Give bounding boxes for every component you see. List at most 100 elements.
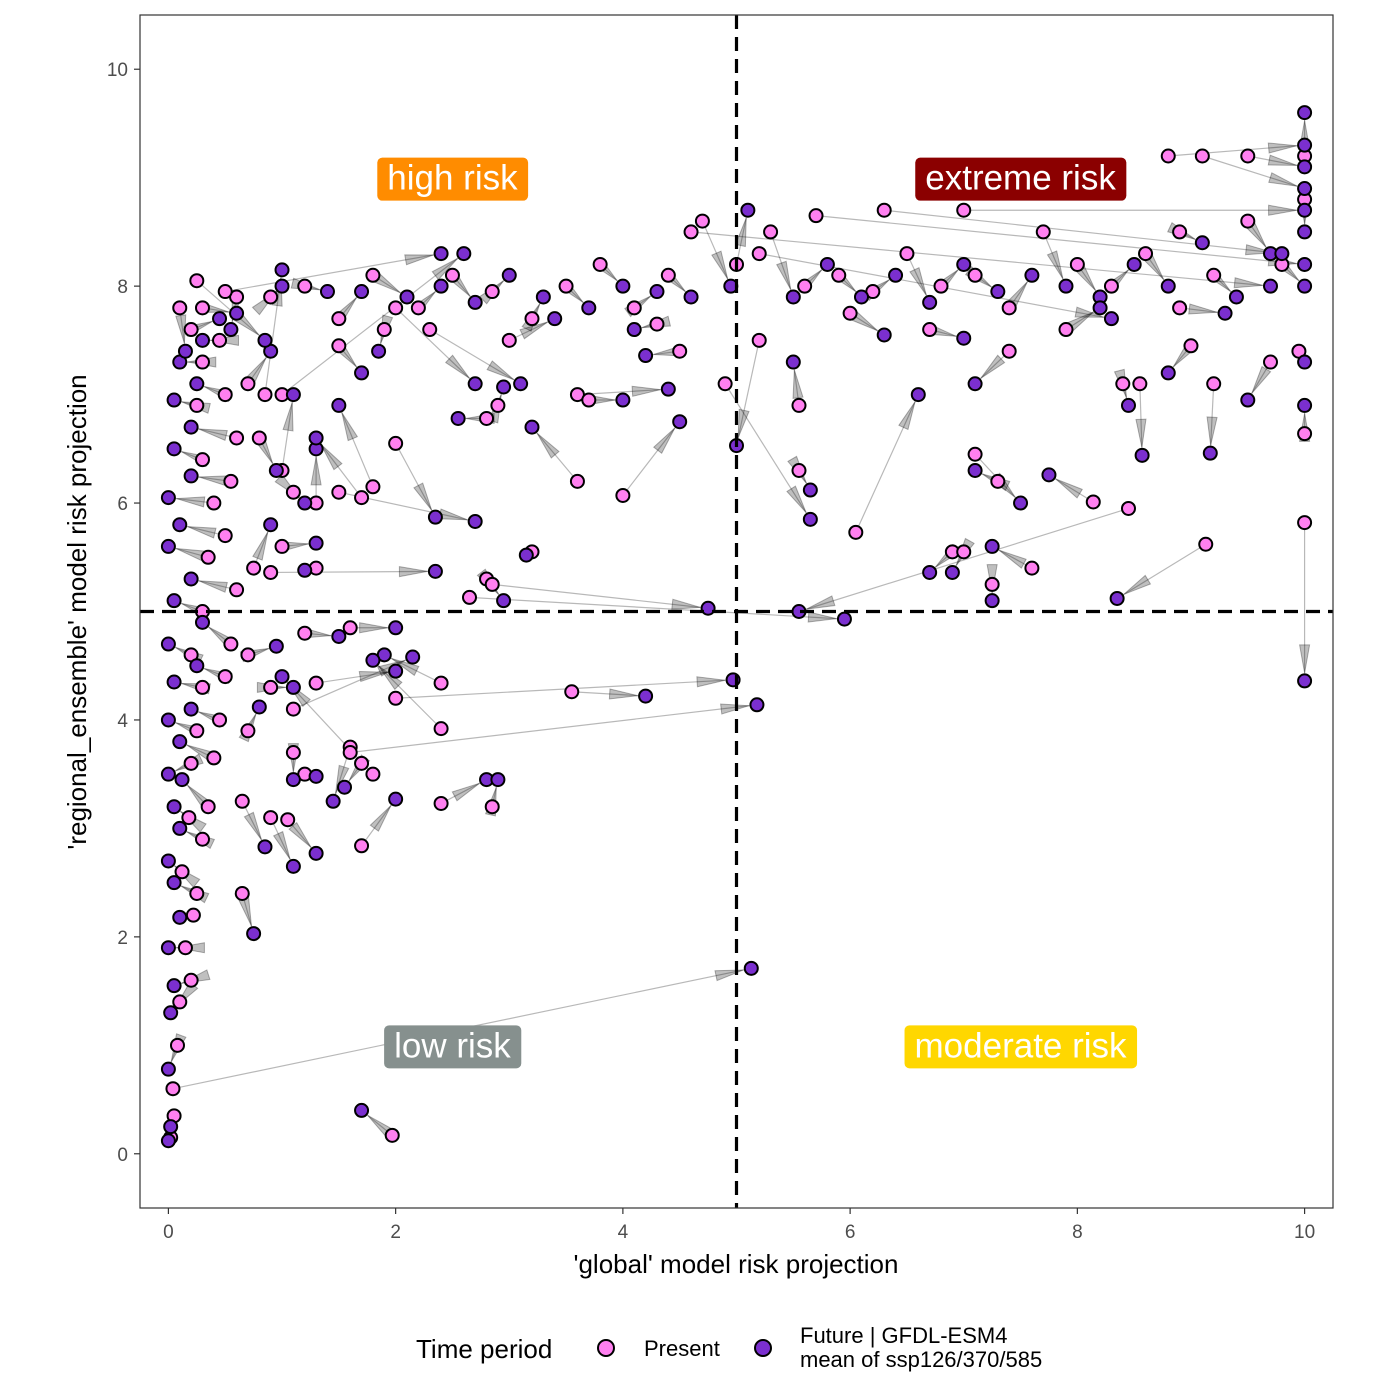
future-point	[388, 791, 404, 807]
quadrant-label-text: extreme risk	[925, 159, 1116, 198]
future-point	[535, 289, 551, 305]
future-point	[700, 600, 716, 616]
change-segment	[855, 394, 919, 533]
future-point	[166, 799, 182, 815]
present-point	[433, 795, 449, 811]
present-point	[1001, 300, 1017, 316]
present-point	[246, 560, 262, 576]
change-arrowhead	[413, 482, 433, 511]
change-segment	[395, 679, 734, 699]
future-point	[450, 410, 466, 426]
future-point	[1217, 305, 1233, 321]
future-point	[212, 311, 228, 327]
legend-future-swatch	[754, 1339, 772, 1357]
change-segment	[622, 421, 681, 496]
change-arrowhead	[198, 428, 228, 442]
change-segment	[571, 691, 646, 697]
change-segment	[1116, 543, 1207, 599]
present-point	[694, 213, 710, 229]
present-point	[444, 267, 460, 283]
present-point	[194, 679, 210, 695]
future-point	[160, 1133, 176, 1149]
change-arrowhead	[369, 805, 392, 832]
future-point	[166, 441, 182, 457]
present-point	[484, 576, 500, 592]
present-point	[165, 1081, 181, 1097]
x-axis-ticks: 0 2 4 6 8 10	[163, 1208, 1315, 1243]
future-point	[615, 392, 631, 408]
change-segment	[735, 210, 749, 265]
change-arrowhead	[252, 531, 269, 561]
present-point	[263, 564, 279, 580]
future-point	[626, 322, 642, 338]
present-point	[672, 343, 688, 359]
change-arrowhead	[1268, 204, 1297, 216]
present-point	[490, 397, 506, 413]
quadrant-label-moderate-risk: moderate risk	[904, 1025, 1138, 1069]
change-arrowhead	[786, 485, 807, 513]
change-segment	[168, 497, 214, 504]
present-point	[200, 549, 216, 565]
future-point	[1297, 181, 1313, 197]
future-point	[660, 381, 676, 397]
future-point	[513, 376, 529, 392]
present-point	[365, 479, 381, 495]
present-point	[1172, 300, 1188, 316]
future-point	[922, 294, 938, 310]
future-point	[1274, 246, 1290, 262]
future-point	[172, 820, 188, 836]
present-point	[1160, 148, 1176, 164]
future-point	[160, 766, 176, 782]
future-point	[166, 978, 182, 994]
present-point	[990, 473, 1006, 489]
change-arrowhead	[1135, 418, 1147, 448]
present-point	[206, 495, 222, 511]
present-point	[229, 430, 245, 446]
present-point	[297, 625, 313, 641]
present-point	[1206, 267, 1222, 283]
future-point	[427, 563, 443, 579]
future-point	[174, 772, 190, 788]
future-point	[1160, 278, 1176, 294]
change-arrowhead	[1233, 277, 1263, 289]
future-point	[785, 289, 801, 305]
quadrant-label-box	[915, 157, 1127, 201]
future-point	[160, 490, 176, 506]
future-point	[1297, 137, 1313, 153]
change-segment	[440, 779, 487, 804]
present-point	[240, 723, 256, 739]
present-point	[285, 701, 301, 717]
change-arrowhead	[486, 360, 515, 381]
future-point	[308, 430, 324, 446]
future-point	[638, 688, 654, 704]
future-point	[274, 262, 290, 278]
future-point	[166, 674, 182, 690]
change-segment	[469, 596, 845, 620]
future-point	[876, 327, 892, 343]
change-arrowhead	[282, 402, 294, 432]
future-point	[910, 387, 926, 403]
change-segment	[1209, 383, 1215, 454]
future-point	[836, 611, 852, 627]
present-point	[189, 397, 205, 413]
future-point	[1240, 392, 1256, 408]
present-point	[384, 1127, 400, 1143]
present-point	[285, 484, 301, 500]
future-point	[308, 845, 324, 861]
quadrant-label-box	[377, 157, 529, 201]
present-point	[967, 267, 983, 283]
future-point	[223, 322, 239, 338]
present-point	[524, 311, 540, 327]
change-segment	[281, 253, 465, 396]
future-point	[1041, 467, 1057, 483]
change-arrowhead	[320, 443, 343, 471]
present-point	[354, 755, 370, 771]
future-point	[285, 679, 301, 695]
future-point	[257, 332, 273, 348]
quadrant-label-extreme-risk: extreme risk	[915, 157, 1127, 201]
change-segment	[690, 231, 1271, 287]
future-point	[163, 1119, 179, 1135]
future-point	[160, 1061, 176, 1077]
present-point	[388, 690, 404, 706]
